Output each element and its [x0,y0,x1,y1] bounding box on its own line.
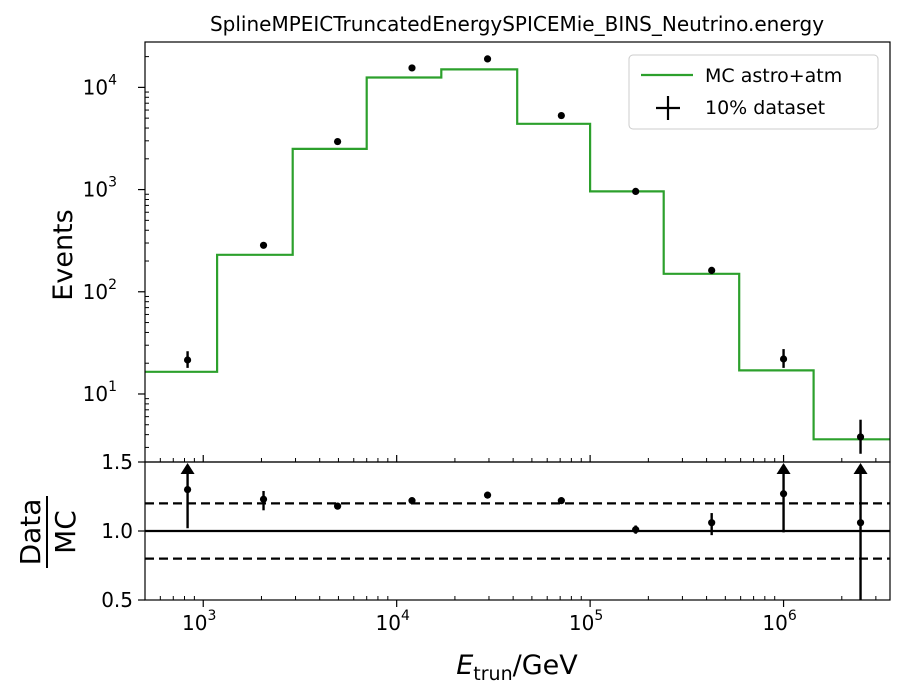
x-label-unit: /GeV [513,650,579,681]
x-tick-exponent: 4 [401,608,410,624]
ratio-label-numerator: Data [14,499,47,566]
ratio-y-tick-label: 1.5 [101,450,133,474]
data-point [483,55,492,63]
ratio-y-label: Data MC [14,496,82,568]
y-tick-exponent: 3 [108,175,117,191]
top-minor-ticks [144,56,877,462]
data-point [632,187,640,195]
y-tick-base: 10 [83,382,108,406]
ratio-point [408,497,416,505]
x-tick-label: 105 [569,608,603,635]
data-point [557,111,565,120]
y-tick-base: 10 [83,280,108,304]
ratio-y-tick-label: 0.5 [101,588,133,612]
ratio-y-tick-label: 1.0 [101,519,133,543]
y-tick-label: 104 [83,72,117,99]
ratio-point [557,497,565,505]
x-tick-exponent: 6 [788,608,797,624]
y-tick-base: 10 [83,75,108,99]
x-tick-exponent: 3 [207,608,216,624]
x-tick-labels: 103 104 105 106 [182,608,797,635]
ratio-point [483,491,492,499]
ratio-overflow-arrow [776,463,791,474]
ratio-reference-lines [145,502,890,560]
y-tick-exponent: 2 [108,277,117,293]
data-point [779,355,788,363]
ratio-overflow-arrow [853,463,868,474]
x-label-subscript: trun [473,663,512,685]
ratio-axes-frame [144,461,891,601]
data-point [708,266,716,274]
x-tick-label: 103 [182,608,216,635]
legend-box [628,54,879,130]
y-tick-label: 103 [83,175,117,202]
y-tick-exponent: 1 [108,379,117,395]
data-point [333,137,342,146]
ratio-major-ticks [138,461,785,607]
ratio-minor-ticks [144,596,877,600]
data-points [183,55,865,454]
data-point [856,433,865,441]
x-tick-exponent: 5 [594,608,603,624]
x-axis-label: Etrun/GeV [456,650,578,685]
ratio-points [180,463,868,600]
y-tick-base: 10 [83,178,108,202]
mc-step-line [145,68,890,441]
ratio-y-tick-labels: 0.5 1.0 1.5 [101,450,133,612]
x-label-symbol: E [456,650,473,681]
ratio-point [183,486,192,494]
ratio-point [632,526,640,534]
y-tick-label: 102 [83,277,117,304]
data-point [408,64,416,72]
y-axis-label: Events [48,209,79,300]
x-tick-base: 10 [762,611,787,635]
ratio-point [779,490,788,498]
top-major-ticks [138,86,785,462]
legend-data-label: 10% dataset [705,97,825,119]
x-tick-base: 10 [375,611,400,635]
data-point [183,356,192,364]
x-tick-label: 106 [762,608,796,635]
y-tick-label: 101 [83,379,117,406]
ratio-point [259,495,268,503]
ratio-overflow-arrow [180,463,195,474]
ratio-point [333,502,342,510]
y-tick-exponent: 4 [108,72,117,88]
x-tick-label: 104 [375,608,409,635]
chart-title: SplineMPEICTruncatedEnergySPICEMie_BINS_… [210,12,824,36]
ratio-panel: 0.51.01.5 103 104 105 106 Data MC Etrun/GeV [14,450,891,685]
legend: MC astro+atm 10% dataset [628,54,879,130]
x-tick-base: 10 [182,611,207,635]
ratio-point [708,519,716,527]
x-tick-base: 10 [569,611,594,635]
data-point [259,241,268,249]
legend-mc-label: MC astro+atm [705,65,842,87]
ratio-label-denominator: MC [49,510,82,554]
ratio-point [856,519,865,527]
